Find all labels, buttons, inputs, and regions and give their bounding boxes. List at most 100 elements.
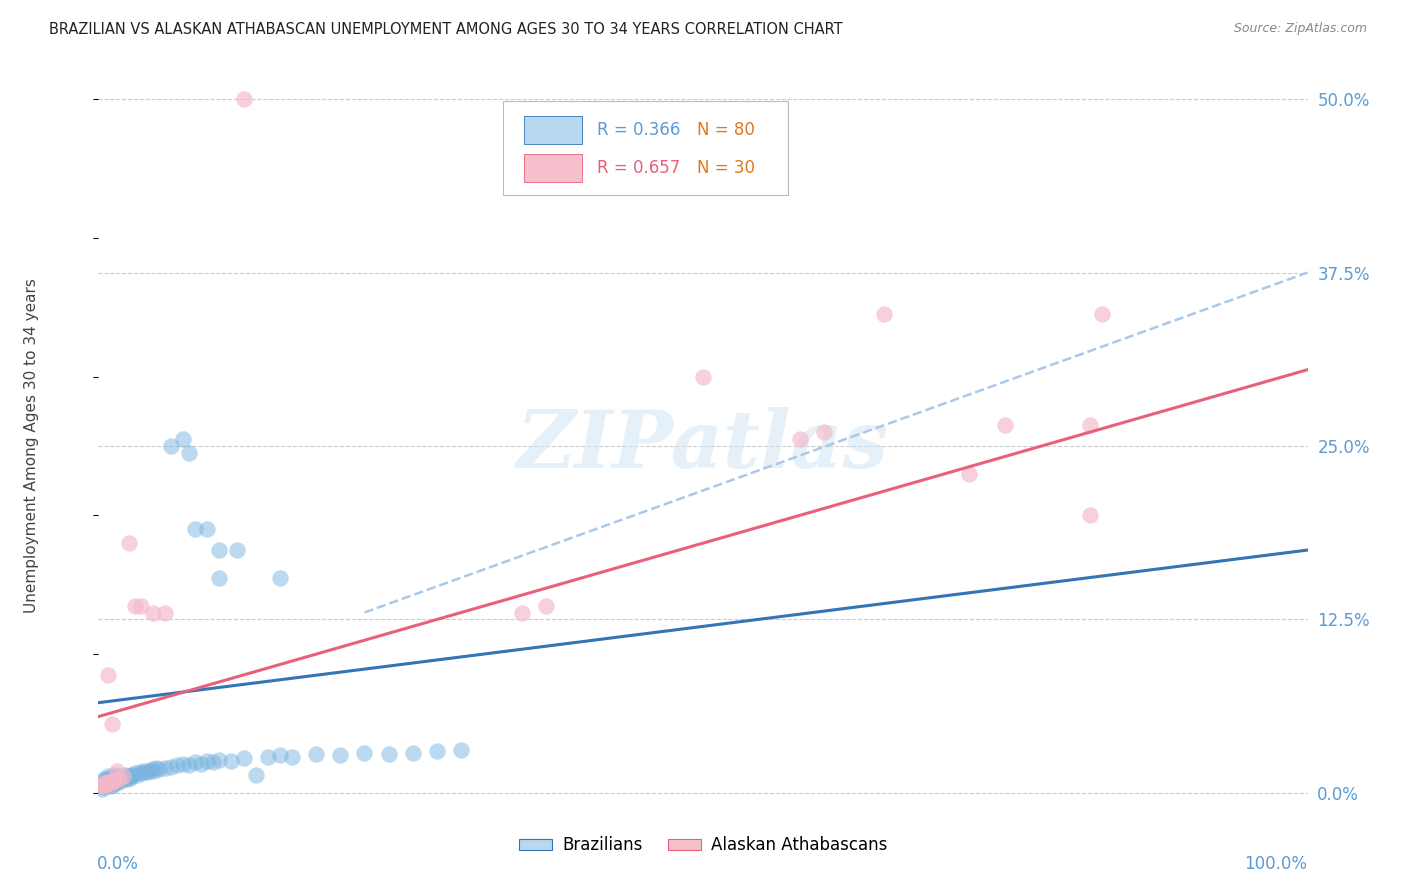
Point xyxy=(124,599,146,613)
Point xyxy=(103,773,125,788)
Point xyxy=(97,776,120,790)
Point xyxy=(269,748,291,763)
Point xyxy=(172,432,194,446)
Point xyxy=(108,774,131,789)
Point xyxy=(166,758,188,772)
Point xyxy=(118,536,141,550)
Point xyxy=(153,761,176,775)
Point xyxy=(91,780,114,795)
Point xyxy=(93,776,115,790)
Point xyxy=(117,772,139,786)
Point xyxy=(101,772,124,786)
Point xyxy=(96,772,118,786)
Point xyxy=(104,776,127,790)
Point xyxy=(190,756,212,771)
Point xyxy=(90,779,112,793)
Text: Source: ZipAtlas.com: Source: ZipAtlas.com xyxy=(1233,22,1367,36)
Point xyxy=(160,439,183,453)
Point xyxy=(179,446,201,460)
Legend: Brazilians, Alaskan Athabascans: Brazilians, Alaskan Athabascans xyxy=(512,830,894,861)
Text: 0.0%: 0.0% xyxy=(97,855,139,873)
FancyBboxPatch shape xyxy=(524,116,582,144)
Point xyxy=(184,756,207,770)
Point xyxy=(141,762,163,776)
FancyBboxPatch shape xyxy=(503,102,787,195)
Point xyxy=(112,772,135,786)
Point xyxy=(96,774,118,789)
Point xyxy=(789,432,811,446)
Point xyxy=(108,772,131,786)
Text: ZIPatlas: ZIPatlas xyxy=(517,408,889,484)
Point xyxy=(1078,418,1101,433)
Point xyxy=(226,543,249,558)
Point xyxy=(957,467,980,481)
Point xyxy=(96,778,118,792)
Point xyxy=(377,747,399,761)
Point xyxy=(100,716,122,731)
Point xyxy=(93,779,115,793)
Point xyxy=(128,765,150,780)
Point xyxy=(305,747,328,761)
FancyBboxPatch shape xyxy=(524,153,582,182)
Point xyxy=(131,766,153,780)
Point xyxy=(98,776,121,790)
Point xyxy=(93,772,115,786)
Point xyxy=(692,369,714,384)
Point xyxy=(97,769,120,783)
Point xyxy=(534,599,557,613)
Text: N = 80: N = 80 xyxy=(697,120,755,139)
Point xyxy=(101,774,124,789)
Point xyxy=(142,606,165,620)
Point xyxy=(100,779,122,793)
Text: BRAZILIAN VS ALASKAN ATHABASCAN UNEMPLOYMENT AMONG AGES 30 TO 34 YEARS CORRELATI: BRAZILIAN VS ALASKAN ATHABASCAN UNEMPLOY… xyxy=(49,22,842,37)
Point xyxy=(91,781,114,796)
Point xyxy=(105,773,128,788)
Text: R = 0.657: R = 0.657 xyxy=(596,159,681,177)
Point xyxy=(221,754,243,768)
Point xyxy=(232,751,254,765)
Point xyxy=(208,753,231,767)
Point xyxy=(105,764,128,778)
Point xyxy=(108,771,131,785)
Point xyxy=(101,778,124,792)
Point xyxy=(129,599,152,613)
Point xyxy=(195,522,218,536)
Point xyxy=(127,768,149,782)
Point xyxy=(269,571,291,585)
Point xyxy=(103,774,125,789)
Point xyxy=(97,668,120,682)
Point xyxy=(100,776,122,790)
Point xyxy=(208,543,231,558)
Point xyxy=(179,758,201,772)
Text: R = 0.366: R = 0.366 xyxy=(596,120,681,139)
Point xyxy=(121,769,143,783)
Point xyxy=(94,778,117,792)
Point xyxy=(100,774,122,789)
Point xyxy=(91,779,114,793)
Point xyxy=(329,748,352,763)
Point xyxy=(91,778,114,792)
Point xyxy=(873,307,896,321)
Point xyxy=(208,571,231,585)
Point xyxy=(256,749,278,764)
Point xyxy=(110,773,132,788)
Point xyxy=(245,768,267,782)
Point xyxy=(172,756,194,771)
Point xyxy=(111,769,134,783)
Point xyxy=(98,772,121,786)
Point xyxy=(120,768,142,782)
Point xyxy=(145,761,167,775)
Point xyxy=(232,92,254,106)
Point xyxy=(426,744,449,758)
Point xyxy=(281,749,304,764)
Point xyxy=(138,764,160,778)
Point xyxy=(195,754,218,768)
Point xyxy=(994,418,1017,433)
Point xyxy=(402,746,425,760)
Point xyxy=(100,773,122,788)
Point xyxy=(510,606,533,620)
Point xyxy=(143,764,166,778)
Point xyxy=(105,769,128,783)
Point xyxy=(118,769,141,783)
Point xyxy=(124,766,146,780)
